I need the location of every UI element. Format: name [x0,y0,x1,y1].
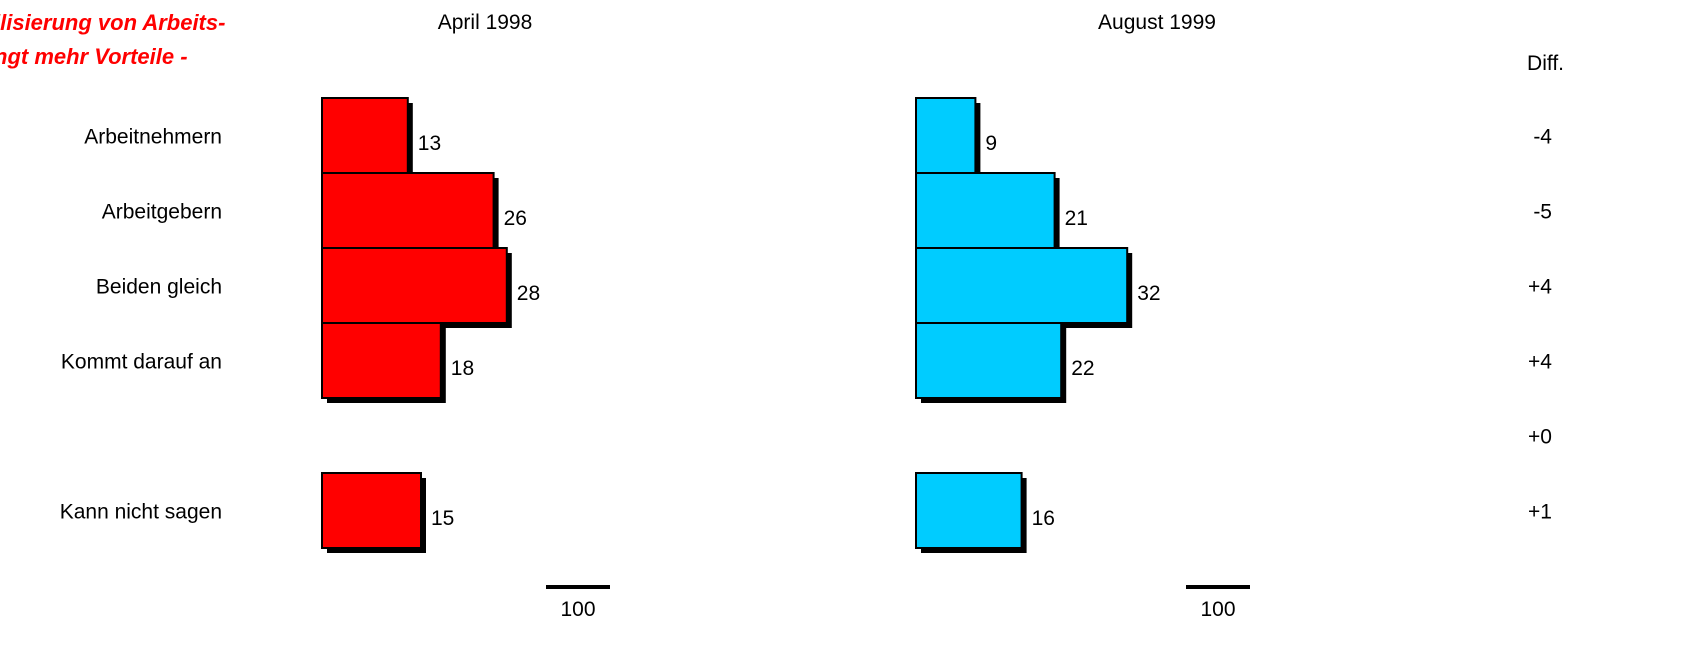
bar-value-label: 15 [431,507,454,530]
bar-value-label: 22 [1071,357,1094,380]
bar-value-label: 9 [985,132,997,155]
bar [321,172,495,249]
bar-value-label: 13 [418,132,441,155]
category-label: Beiden gleich [96,276,222,299]
category-label: Kommt darauf an [61,351,222,374]
bar-value-label: 21 [1065,207,1088,230]
diff-header: Diff. [1527,52,1564,75]
bar [321,247,508,324]
category-label: Kann nicht sagen [60,501,222,524]
bar [915,247,1129,324]
chart-title-line-1: ilisierung von Arbeits- [0,10,225,35]
bar [321,322,442,399]
diff-value: +1 [1528,501,1552,524]
series-header-april-1998: April 1998 [438,11,533,34]
bar [915,322,1063,399]
bar-value-label: 28 [517,282,540,305]
bar-value-label: 18 [451,357,474,380]
diff-value: -5 [1533,201,1552,224]
bar-value-label: 16 [1032,507,1055,530]
bar [915,97,977,174]
bar [321,472,422,549]
diff-value: +0 [1528,426,1552,449]
series-header-august-1999: August 1999 [1098,11,1216,34]
chart-title-line-2: ngt mehr Vorteile - [0,44,188,69]
bar [915,472,1023,549]
diff-value: -4 [1533,126,1552,149]
bar [915,172,1056,249]
category-label: Arbeitnehmern [84,126,222,149]
scale-label: 100 [560,598,595,621]
bar [321,97,409,174]
diff-value: +4 [1528,351,1552,374]
scale-label: 100 [1200,598,1235,621]
category-label: Arbeitgebern [102,201,222,224]
bar-value-label: 32 [1137,282,1160,305]
diff-value: +4 [1528,276,1552,299]
bar-value-label: 26 [504,207,527,230]
